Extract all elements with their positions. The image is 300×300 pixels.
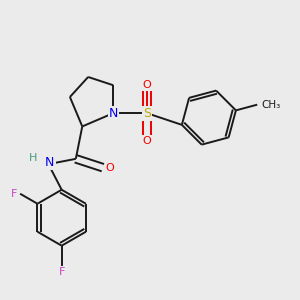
Text: CH₃: CH₃ [262,100,281,110]
Text: F: F [11,189,18,199]
Text: O: O [143,80,152,90]
Text: O: O [143,136,152,146]
Text: S: S [143,107,151,120]
Text: N: N [109,107,118,120]
Text: O: O [106,163,115,173]
Text: H: H [29,153,37,163]
Text: N: N [45,156,55,169]
Text: F: F [58,267,65,277]
